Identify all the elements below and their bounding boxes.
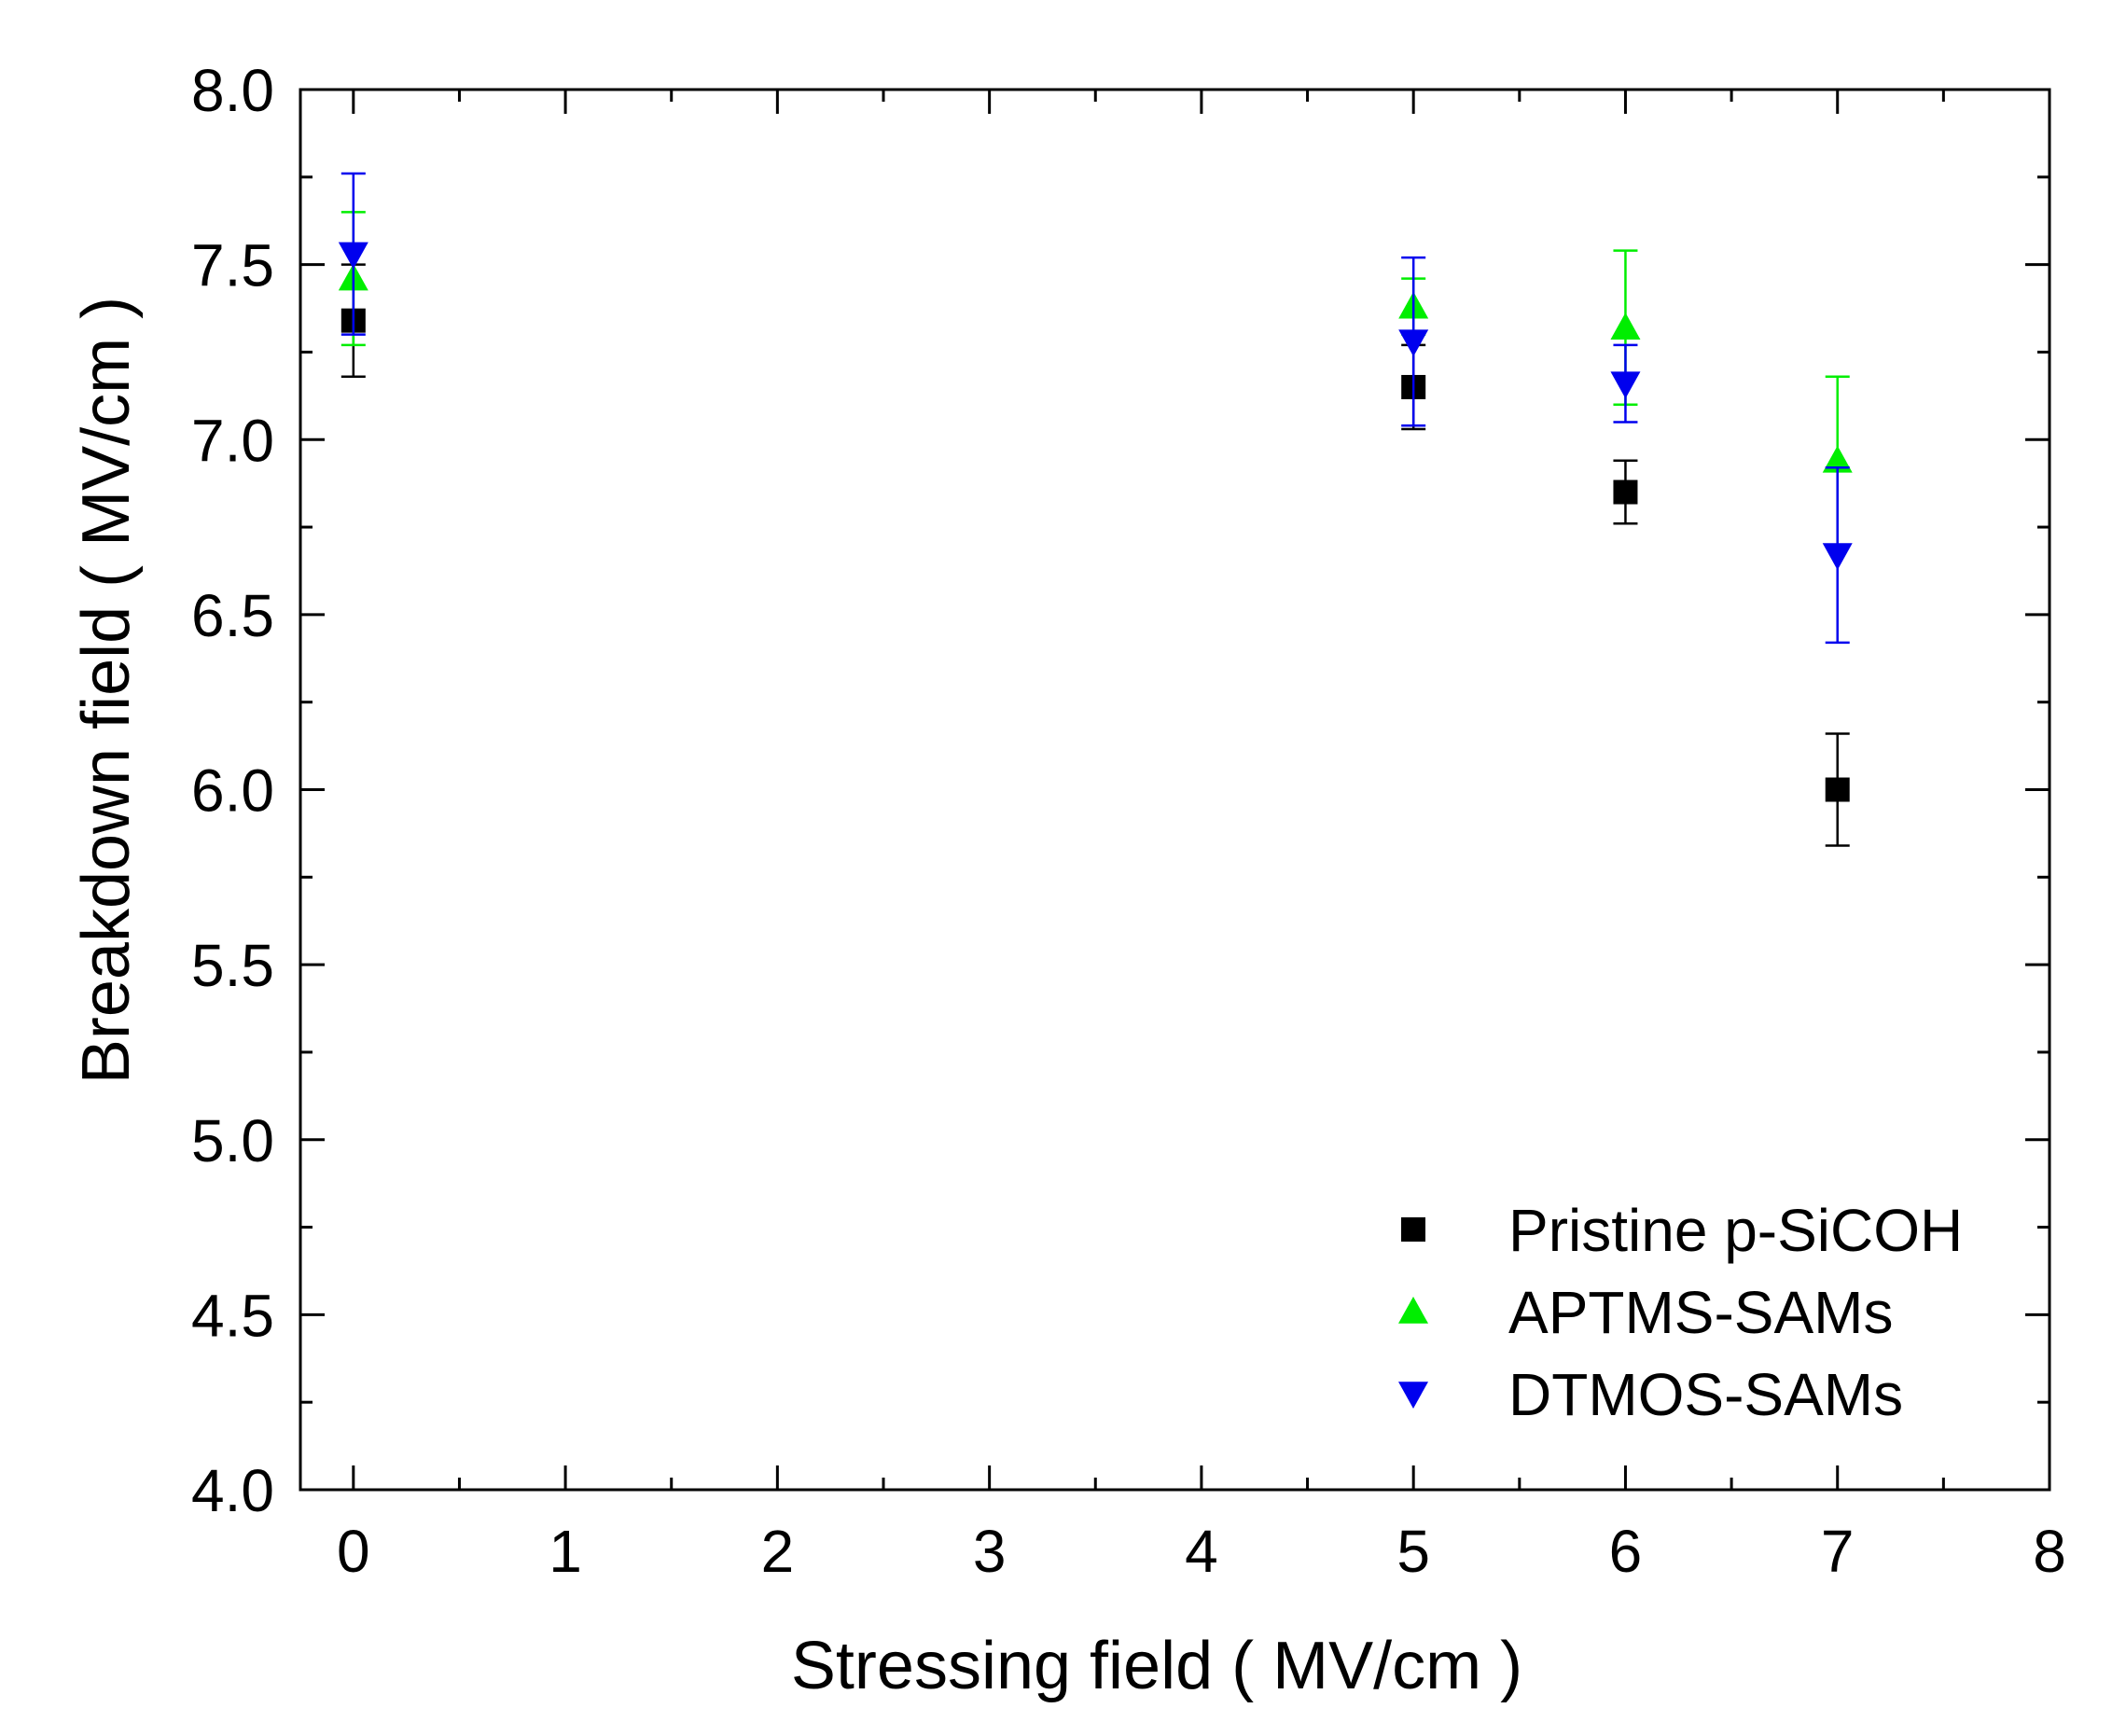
series-pristine-p-sicoh: [340, 263, 1850, 847]
series-dtmos-sams: [338, 172, 1853, 645]
x-tick-label: 7: [1821, 1518, 1855, 1585]
x-tick-label: 5: [1396, 1518, 1430, 1585]
x-tick-label: 1: [549, 1518, 582, 1585]
y-tick-label: 7.5: [191, 232, 274, 299]
x-tick-label: 0: [337, 1518, 370, 1585]
legend-label: APTMS-SAMs: [1508, 1279, 1893, 1346]
y-tick-label: 5.5: [191, 932, 274, 999]
data-point: [1822, 445, 1853, 473]
legend: Pristine p-SiCOH APTMS-SAMs DTMOS-SAMs: [1398, 1197, 1963, 1428]
y-tick-label: 5.0: [191, 1107, 274, 1174]
y-axis-title: Breakdown field ( MV/cm ): [69, 297, 144, 1084]
data-point: [1398, 329, 1429, 357]
y-tick-label: 6.0: [191, 757, 274, 825]
x-tick-label: 3: [973, 1518, 1007, 1585]
data-point: [338, 242, 368, 270]
legend-marker: [1398, 1382, 1428, 1409]
legend-item-aptms-sams: APTMS-SAMs: [1398, 1279, 1893, 1346]
y-tick-label: 7.0: [191, 407, 274, 474]
legend-label: DTMOS-SAMs: [1508, 1361, 1903, 1428]
data-point: [1610, 312, 1641, 340]
data-point: [1822, 543, 1853, 571]
x-tick-label: 4: [1185, 1518, 1218, 1585]
tick-layer: 0 1 2 3 4 5 6 7 8 4.0 4.5 5.0 5.5 6.0 6.5 7.0 7.5 8.0: [191, 57, 2066, 1585]
legend-item-pristine-p-sicoh: Pristine p-SiCOH: [1401, 1197, 1963, 1264]
y-tick-label: 4.5: [191, 1282, 274, 1349]
legend-marker: [1401, 1217, 1425, 1242]
y-tick-label: 4.0: [191, 1457, 274, 1524]
x-tick-label: 6: [1609, 1518, 1643, 1585]
y-tick-label: 6.5: [191, 582, 274, 649]
legend-marker: [1398, 1297, 1428, 1324]
x-axis-title: Stressing field ( MV/cm ): [791, 1629, 1522, 1703]
data-point: [1613, 479, 1638, 505]
x-tick-label: 8: [2033, 1518, 2066, 1585]
data-point: [1825, 777, 1850, 802]
x-tick-label: 2: [761, 1518, 795, 1585]
legend-label: Pristine p-SiCOH: [1508, 1197, 1963, 1264]
data-layer: [338, 172, 1853, 847]
data-point: [1610, 371, 1641, 399]
legend-item-dtmos-sams: DTMOS-SAMs: [1398, 1361, 1903, 1428]
y-tick-label: 8.0: [191, 57, 274, 124]
